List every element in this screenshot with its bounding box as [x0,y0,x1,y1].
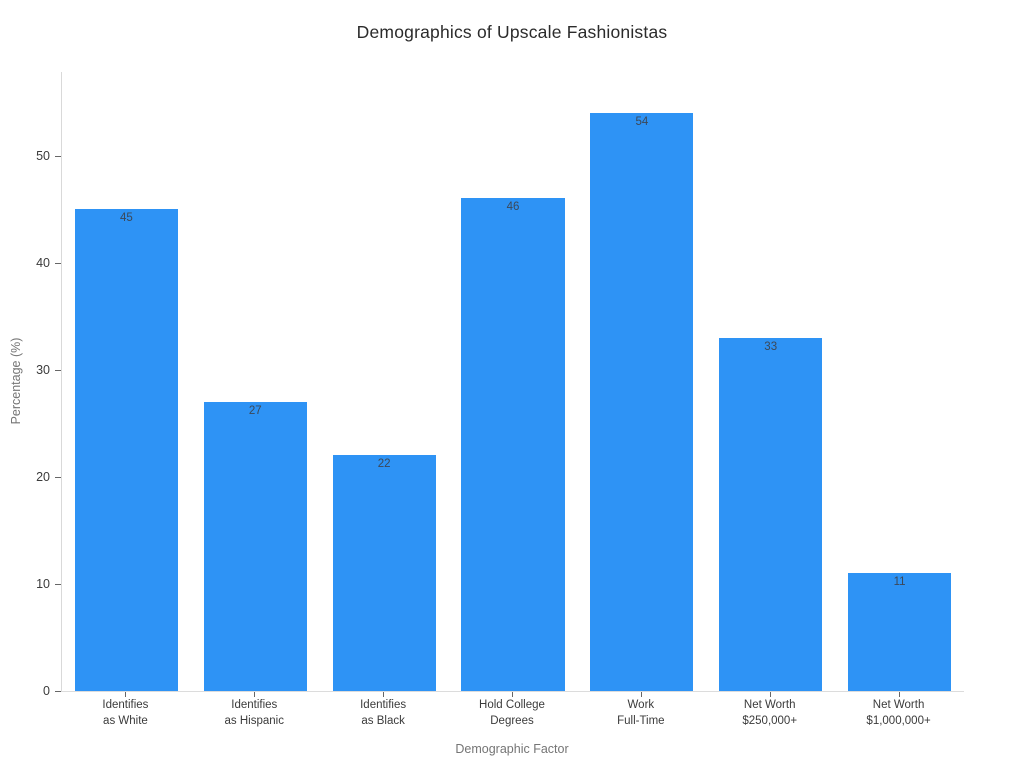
y-tick-label: 30 [36,362,50,377]
bar-value-label: 27 [248,404,262,417]
x-tick-label: Hold College Degrees [479,699,545,727]
y-tick-mark [55,262,61,264]
plot-area: 45 27 22 46 54 33 11 [61,72,964,692]
bar-value-label: 45 [120,212,133,225]
bar: 45 [74,209,178,691]
x-tick-mark [125,692,127,697]
bar-value-label: 11 [893,576,906,589]
y-tick-label: 40 [36,255,50,270]
y-tick-mark [55,583,61,585]
bar: 46 [461,198,565,691]
x-tick-label: Identifies as Hispanic [224,699,284,727]
x-tick-label: Net Worth $1,000,000+ [866,699,931,727]
x-tick-mark [769,692,771,697]
x-tick-label: Identifies as White [102,699,149,727]
x-tick-mark [254,692,256,697]
y-tick-label: 20 [36,469,50,484]
x-tick-mark [383,692,385,697]
bar-value-label: 46 [506,201,520,214]
bar-value-label: 33 [764,340,778,353]
y-tick-mark [55,691,61,692]
bar: 11 [848,573,952,691]
y-tick-mark [55,155,61,157]
y-tick-mark [55,369,61,371]
x-tick-label: Net Worth $250,000+ [742,699,798,727]
x-tick-mark [640,692,642,697]
bar: 54 [590,112,694,691]
bar-value-label: 54 [635,115,649,128]
y-tick-label: 10 [36,576,50,591]
x-tick-mark [512,692,513,697]
x-tick-label: Identifies as Black [360,699,407,727]
x-tick-label: Work Full-Time [617,699,665,727]
y-tick-label: 50 [36,148,50,163]
y-axis-title: Percentage (%) [9,337,23,425]
bar-value-label: 22 [377,458,391,471]
y-tick-label: 0 [43,684,50,698]
y-tick-mark [55,476,61,478]
bar: 27 [203,401,307,691]
bar: 22 [332,455,436,691]
chart-title: Demographics of Upscale Fashionistas [356,22,668,42]
x-tick-mark [898,692,900,697]
bar: 33 [719,337,823,691]
x-axis-title: Demographic Factor [455,742,569,756]
